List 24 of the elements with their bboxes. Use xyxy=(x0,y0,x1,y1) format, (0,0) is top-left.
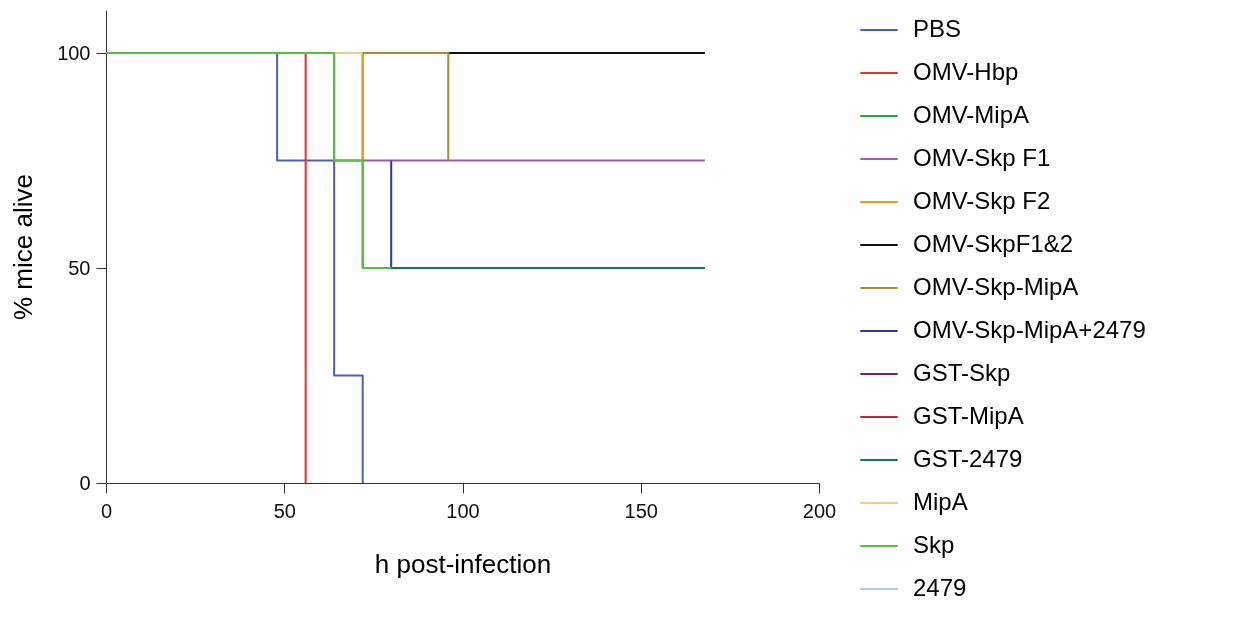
legend-label: OMV-Skp F1 xyxy=(913,144,1051,171)
legend-label: OMV-Skp-MipA xyxy=(913,273,1079,300)
legend-label: OMV-Hbp xyxy=(913,58,1019,85)
y-tick-label: 100 xyxy=(57,41,91,64)
legend-label: OMV-Skp F2 xyxy=(913,187,1051,214)
x-tick-label: 150 xyxy=(624,499,658,522)
x-axis-title: h post-infection xyxy=(374,548,552,579)
legend-label: PBS xyxy=(913,15,962,42)
y-tick-label: 50 xyxy=(68,256,91,279)
x-tick-label: 100 xyxy=(446,499,480,522)
legend-label: 2479 xyxy=(913,574,967,601)
legend-label: GST-2479 xyxy=(913,445,1023,472)
legend-label: MipA xyxy=(913,488,968,515)
x-tick-label: 200 xyxy=(802,499,837,522)
legend-label: GST-MipA xyxy=(913,402,1024,429)
x-tick-label: 0 xyxy=(100,499,113,522)
legend-label: OMV-Skp-MipA+2479 xyxy=(913,316,1146,343)
legend-label: OMV-MipA xyxy=(913,101,1030,128)
legend-label: OMV-SkpF1&2 xyxy=(913,230,1074,257)
legend-label: Skp xyxy=(913,531,955,558)
y-axis-title: % mice alive xyxy=(8,174,39,320)
x-tick-label: 50 xyxy=(273,499,296,522)
legend-label: GST-Skp xyxy=(913,359,1011,386)
y-tick-label: 0 xyxy=(79,471,91,494)
